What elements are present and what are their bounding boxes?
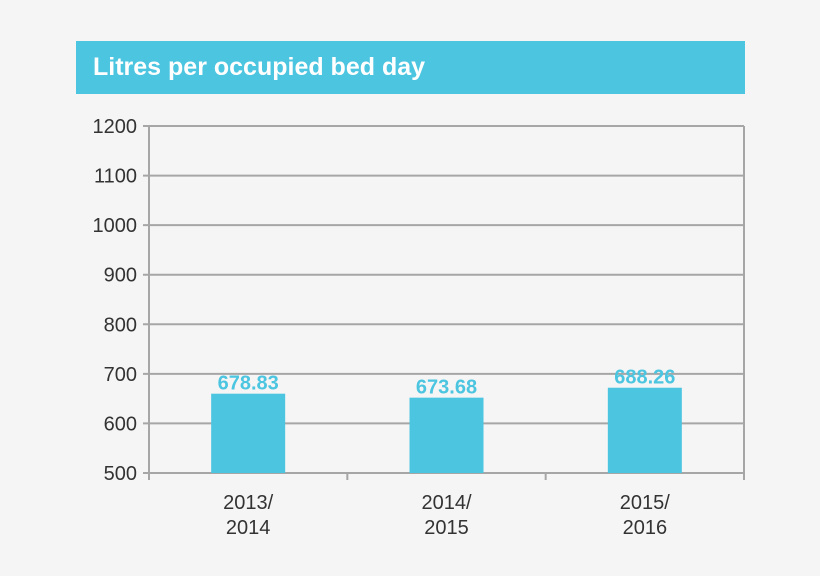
x-category-label-2-line-1: 2016	[623, 517, 668, 539]
y-tick-label-500: 500	[104, 463, 137, 485]
x-category-label-1-line-0: 2014/	[421, 492, 471, 514]
y-tick-label-1000: 1000	[93, 215, 138, 237]
x-category-label-1-line-1: 2015	[424, 517, 469, 539]
x-category-label-0-line-0: 2013/	[223, 492, 273, 514]
data-label-0: 678.83	[218, 373, 279, 395]
y-tick-label-1200: 1200	[93, 116, 138, 138]
y-tick-label-800: 800	[104, 314, 137, 336]
x-category-label-0-line-1: 2014	[226, 517, 271, 539]
bar-0	[211, 393, 286, 473]
chart-title: Litres per occupied bed day	[93, 53, 426, 81]
data-label-1: 673.68	[416, 377, 477, 399]
y-tick-label-600: 600	[104, 413, 137, 435]
bar-1	[409, 397, 484, 473]
bar-2	[607, 387, 682, 473]
y-tick-label-900: 900	[104, 265, 137, 287]
data-label-2: 688.26	[614, 367, 675, 389]
title-banner: Litres per occupied bed day	[76, 41, 745, 94]
x-category-label-2-line-0: 2015/	[620, 492, 670, 514]
y-tick-label-1100: 1100	[94, 166, 137, 188]
y-tick-label-700: 700	[104, 364, 137, 386]
